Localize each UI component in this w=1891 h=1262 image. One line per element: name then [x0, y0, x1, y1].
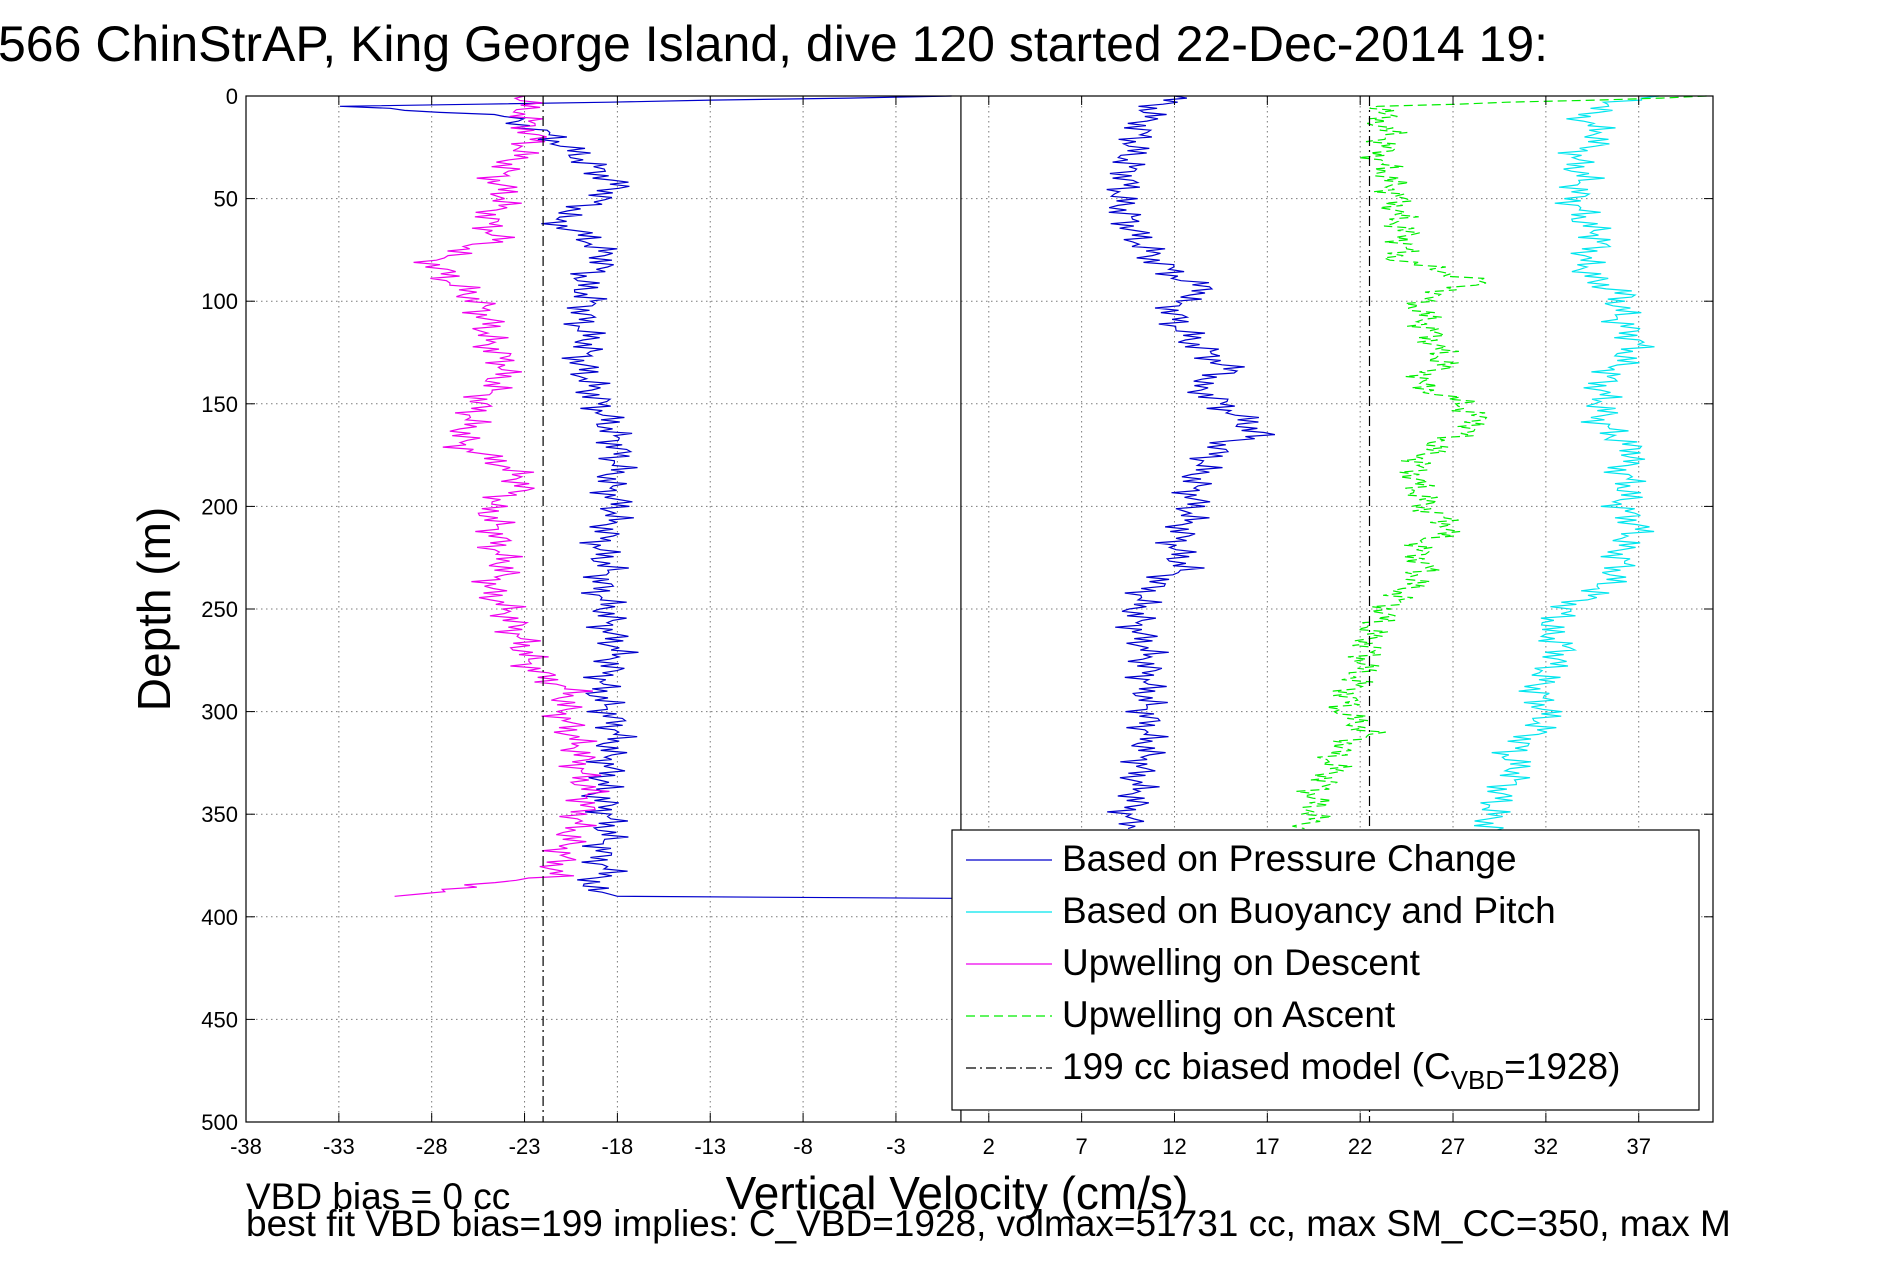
series-line-0 — [1106, 95, 1276, 830]
y-tick-label: 300 — [201, 700, 238, 725]
x-tick-label: 2 — [983, 1134, 995, 1159]
chart-title: 566 ChinStrAP, King George Island, dive … — [0, 16, 1548, 72]
x-tick-label: -18 — [601, 1134, 633, 1159]
y-tick-label: 250 — [201, 597, 238, 622]
best-fit-note: best fit VBD bias=199 implies: C_VBD=192… — [246, 1203, 1731, 1244]
y-tick-label: 150 — [201, 392, 238, 417]
x-tick-label: -28 — [416, 1134, 448, 1159]
x-tick-label: -33 — [323, 1134, 355, 1159]
series-line-1 — [1474, 95, 1660, 836]
y-tick-label: 450 — [201, 1007, 238, 1032]
y-tick-label: 50 — [214, 187, 238, 212]
x-tick-label: 22 — [1348, 1134, 1372, 1159]
legend-label: 199 cc biased model (CVBD=1928) — [1062, 1046, 1620, 1095]
y-tick-label: 100 — [201, 289, 238, 314]
x-axis-label: Vertical Velocity (cm/s) — [726, 1167, 1189, 1219]
x-tick-label: 27 — [1441, 1134, 1465, 1159]
legend-label: Upwelling on Ascent — [1062, 994, 1396, 1035]
x-tick-label: -3 — [886, 1134, 906, 1159]
series-line-2 — [394, 95, 610, 897]
x-tick-label: 12 — [1162, 1134, 1186, 1159]
y-axis-label: Depth (m) — [128, 507, 180, 711]
x-axis-ticks: -38 -33 -28 -23 -18 -13 -8 -3 2 7 12 17 22 27 32 37 — [230, 96, 1651, 1159]
x-tick-label: 7 — [1076, 1134, 1088, 1159]
y-tick-label: 350 — [201, 802, 238, 827]
vbd-bias-note: VBD bias = 0 cc — [246, 1176, 510, 1217]
x-tick-label: 17 — [1255, 1134, 1279, 1159]
legend: Based on Pressure Change Based on Buoyanc… — [951, 829, 1700, 1111]
x-tick-label: 32 — [1534, 1134, 1558, 1159]
series-line-0 — [339, 95, 952, 899]
y-axis-ticks: 0 50 100 150 200 250 300 350 400 450 500 — [201, 84, 1713, 1135]
x-tick-label: -13 — [694, 1134, 726, 1159]
y-tick-label: 200 — [201, 494, 238, 519]
y-tick-label: 400 — [201, 905, 238, 930]
y-tick-label: 500 — [201, 1110, 238, 1135]
x-tick-label: 37 — [1626, 1134, 1650, 1159]
legend-label: Upwelling on Descent — [1062, 942, 1421, 983]
x-tick-label: -23 — [509, 1134, 541, 1159]
legend-label: Based on Buoyancy and Pitch — [1062, 890, 1556, 931]
y-tick-label: 0 — [226, 84, 238, 109]
x-tick-label: -38 — [230, 1134, 262, 1159]
series-line-3 — [1292, 95, 1707, 830]
legend-box — [951, 829, 1700, 1111]
x-tick-label: -8 — [793, 1134, 813, 1159]
legend-label: Based on Pressure Change — [1062, 838, 1517, 879]
